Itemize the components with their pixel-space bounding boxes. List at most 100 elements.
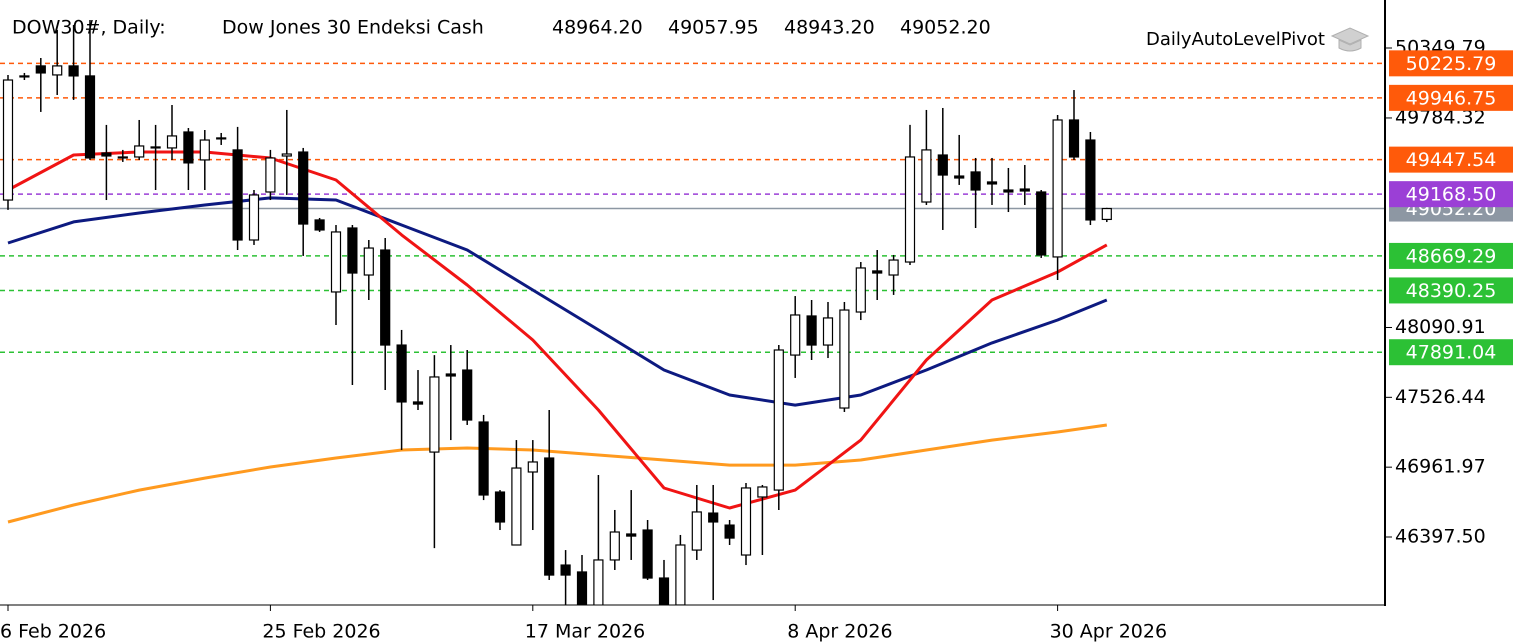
candle-body xyxy=(84,75,96,159)
candle-body xyxy=(544,457,555,576)
candle-body xyxy=(298,151,309,225)
level-box xyxy=(1389,339,1513,366)
indicator-icon xyxy=(1330,27,1370,52)
candle-body xyxy=(478,421,489,496)
candle-body xyxy=(199,139,210,161)
candle-body xyxy=(68,65,79,77)
candle-body xyxy=(658,577,670,605)
ohlc-value: 49057.95 xyxy=(668,17,759,39)
candle-body xyxy=(216,137,227,140)
candle-body xyxy=(35,65,46,74)
candle-body xyxy=(642,529,653,579)
candle-body xyxy=(855,267,866,313)
x-tick-label: 6 Feb 2026 xyxy=(0,621,106,643)
candle-body xyxy=(380,249,391,346)
candle-body xyxy=(757,486,768,498)
ohlc-value: 48943.20 xyxy=(784,17,875,39)
x-tick-label: 30 Apr 2026 xyxy=(1050,621,1167,643)
level-label: 49946.75 xyxy=(1406,87,1497,109)
candle-body xyxy=(117,156,128,159)
candle-body xyxy=(1052,119,1063,258)
candle-body xyxy=(1101,207,1112,221)
candle-body xyxy=(265,157,276,193)
x-tick-label: 8 Apr 2026 xyxy=(787,621,892,643)
candle-body xyxy=(150,146,161,149)
candle-body xyxy=(314,219,325,231)
candle-body xyxy=(281,153,292,157)
level-label: 48390.25 xyxy=(1406,280,1497,302)
candle-body xyxy=(888,259,899,276)
level-label: 49168.50 xyxy=(1406,184,1497,206)
candle-body xyxy=(872,270,883,274)
y-tick-label: 47526.44 xyxy=(1395,386,1486,408)
candle-body xyxy=(609,531,620,561)
candle-body xyxy=(527,461,538,473)
candle-body xyxy=(691,511,702,551)
moving-average xyxy=(7,150,1108,510)
candle-body xyxy=(330,231,342,293)
y-tick-label: 46961.97 xyxy=(1395,456,1486,478)
ohlc-value: 48964.20 xyxy=(552,17,643,39)
candle-body xyxy=(511,467,522,546)
candle-body xyxy=(1019,188,1030,192)
candle-body xyxy=(19,75,30,78)
ohlc-value: 49052.20 xyxy=(900,17,991,39)
candle-body xyxy=(593,559,604,605)
candle-body xyxy=(1036,191,1047,256)
header: DOW30#, Daily: Dow Jones 30 Endeksi Cash… xyxy=(12,17,1370,52)
candle-body xyxy=(1003,189,1014,193)
moving-average xyxy=(7,196,1108,407)
candle-body xyxy=(248,194,260,241)
level-label: 49447.54 xyxy=(1406,149,1497,171)
candle-body xyxy=(576,571,588,605)
candle-body xyxy=(970,171,981,191)
symbol: DOW30#, Daily: xyxy=(12,17,166,39)
candle-body xyxy=(1085,139,1096,221)
candle-body xyxy=(986,181,998,185)
level-label: 50225.79 xyxy=(1406,53,1497,75)
candle-body xyxy=(166,135,178,149)
candle-body xyxy=(2,79,14,201)
candle-body xyxy=(445,373,456,377)
candle-body xyxy=(429,376,440,453)
candle-body xyxy=(363,247,374,276)
candle-body xyxy=(675,544,686,605)
description: Dow Jones 30 Endeksi Cash xyxy=(222,17,484,39)
candle-body xyxy=(52,65,63,76)
candle-body xyxy=(412,401,424,405)
level-box xyxy=(1389,181,1513,208)
candle-body xyxy=(396,344,407,403)
candle-body xyxy=(839,309,850,409)
level-label: 47891.04 xyxy=(1406,342,1497,364)
candle-body xyxy=(183,131,194,164)
x-tick-label: 25 Feb 2026 xyxy=(262,621,380,643)
level-label: 48669.29 xyxy=(1406,245,1497,267)
plot-area xyxy=(0,20,1385,605)
indicator-name: DailyAutoLevelPivot xyxy=(1146,29,1325,50)
level-box xyxy=(1389,146,1513,173)
moving-average xyxy=(7,423,1108,524)
candle-body xyxy=(822,317,834,346)
candle-body xyxy=(626,533,637,537)
candle-body xyxy=(708,512,719,523)
level-box xyxy=(1389,84,1513,111)
candle-body xyxy=(954,175,965,179)
candle-body xyxy=(560,564,571,576)
candle-body xyxy=(921,149,932,203)
level-box xyxy=(1389,242,1513,269)
level-labels: 49052.2050225.7949946.7549447.5449168.50… xyxy=(1389,50,1513,366)
level-box xyxy=(1389,50,1513,77)
candle-body xyxy=(134,145,145,158)
x-tick-label: 17 Mar 2026 xyxy=(525,621,645,643)
y-tick-label: 49784.32 xyxy=(1395,106,1486,128)
candle-body xyxy=(806,315,817,346)
candle-body xyxy=(904,156,916,263)
y-tick-label: 48090.91 xyxy=(1395,316,1486,338)
candle-body xyxy=(937,154,948,176)
candle-body xyxy=(232,149,243,241)
price-axis: 50349.7949784.3248090.9147526.4446961.97… xyxy=(1385,36,1486,548)
candle-body xyxy=(790,314,801,356)
candle-body xyxy=(101,152,112,157)
